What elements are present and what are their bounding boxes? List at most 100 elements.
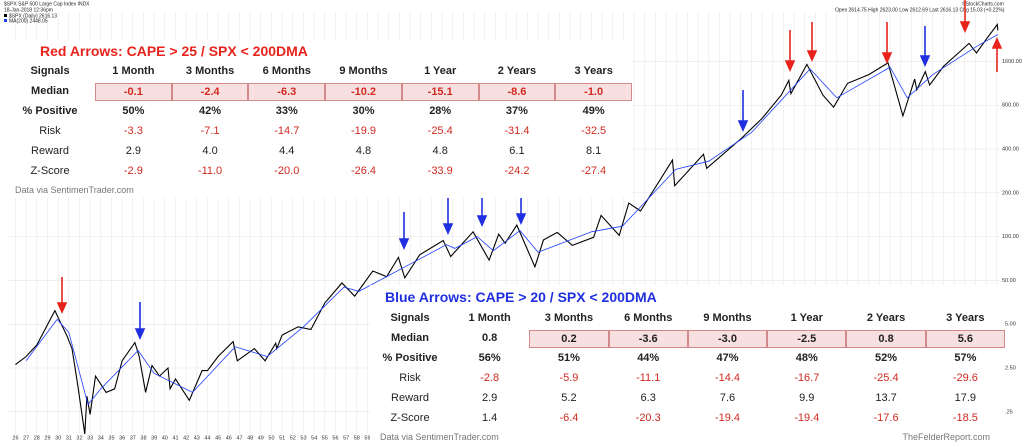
row-label: Z-Score xyxy=(390,412,430,424)
table-cell: 4.8 xyxy=(432,145,448,157)
table-cell: -14.7 xyxy=(274,125,300,137)
column-header: 2 Years xyxy=(497,65,537,77)
source-text: Data via SentimenTrader.com xyxy=(380,432,499,442)
x-tick-label: 33 xyxy=(87,435,93,441)
x-tick-label: 40 xyxy=(162,435,168,441)
table-cell: 2.9 xyxy=(481,392,498,404)
red-panel: Red Arrows: CAPE > 25 / SPX < 200DMA Sign… xyxy=(5,40,632,198)
table-cell: -25.4 xyxy=(427,125,453,137)
arrows xyxy=(56,0,1003,340)
table-cell: -19.4 xyxy=(794,412,820,424)
table-cell: 9.9 xyxy=(799,392,815,404)
table-cell: 0.8 xyxy=(481,332,498,344)
x-tick-label: 34 xyxy=(98,435,104,441)
column-header: 1 Year xyxy=(424,65,457,77)
table-cell: 1.4 xyxy=(481,412,498,424)
column-header: 6 Months xyxy=(624,312,673,324)
blue-panel: Blue Arrows: CAPE > 20 / SPX < 200DMA Sig… xyxy=(370,285,1005,445)
table-cell: 17.9 xyxy=(954,392,977,404)
x-tick-label: 41 xyxy=(172,435,178,441)
table-cell: -17.6 xyxy=(873,412,899,424)
panel-title: Red Arrows: CAPE > 25 / SPX < 200DMA xyxy=(40,43,308,59)
table-cell: -2.8 xyxy=(480,372,500,384)
source-text: Data via SentimenTrader.com xyxy=(15,185,134,195)
legend-swatch xyxy=(4,19,7,22)
table-cell: -18.5 xyxy=(952,412,978,424)
table-cell: 4.8 xyxy=(355,145,372,157)
y-tick-label: 1600.00 xyxy=(1002,59,1022,65)
table-cell: 0.2 xyxy=(529,330,609,348)
row-label: Reward xyxy=(31,145,69,157)
table-cell: -20.0 xyxy=(274,165,300,177)
y-tick-label: 800.00 xyxy=(1002,103,1019,109)
column-header: 1 Month xyxy=(468,312,511,324)
x-tick-label: 38 xyxy=(140,435,146,441)
x-tick-label: 27 xyxy=(23,435,29,441)
x-tick-label: 55 xyxy=(322,435,328,441)
table-cell: -10.2 xyxy=(325,83,402,101)
y-tick-label: 400.00 xyxy=(1002,146,1019,152)
column-header: 3 Years xyxy=(946,312,985,324)
table-cell: -8.6 xyxy=(478,83,556,101)
table-cell: -6.4 xyxy=(559,412,579,424)
column-header: 2 Years xyxy=(866,312,906,324)
table-cell: 44% xyxy=(637,352,660,364)
table-cell: 4.0 xyxy=(202,145,218,157)
table-cell: -15.1 xyxy=(401,83,479,101)
table-cell: -25.4 xyxy=(873,372,899,384)
symbol: $SPX S&P 500 Large Cap Index INDX xyxy=(4,1,90,7)
y-tick-label: 25.00 xyxy=(1002,322,1016,328)
table: Signals 1 Month 3 Months 6 Months 9 Months 1 … xyxy=(370,309,1005,429)
x-tick-label: 46 xyxy=(226,435,232,441)
x-tick-label: 26 xyxy=(12,435,18,441)
x-tick-label: 58 xyxy=(354,435,360,441)
table-cell: -6.3 xyxy=(248,83,326,101)
source-note: Data via SentimenTrader.com xyxy=(5,182,632,198)
x-tick-label: 42 xyxy=(183,435,189,441)
table-cell: -2.9 xyxy=(123,165,143,177)
x-tick-label: 45 xyxy=(215,435,221,441)
x-tick-label: 32 xyxy=(76,435,82,441)
table-cell: 13.7 xyxy=(875,392,897,404)
table-cell: 51% xyxy=(557,352,580,364)
x-tick-label: 51 xyxy=(279,435,285,441)
panel-title: Blue Arrows: CAPE > 20 / SPX < 200DMA xyxy=(385,289,657,305)
x-tick-label: 30 xyxy=(55,435,61,441)
series-line xyxy=(15,23,999,435)
x-tick-label: 56 xyxy=(332,435,338,441)
table-cell: -3.3 xyxy=(123,125,143,137)
table-cell: -20.3 xyxy=(635,412,661,424)
table-cell: -3.0 xyxy=(687,330,768,348)
x-tick-label: 53 xyxy=(300,435,306,441)
x-tick-label: 31 xyxy=(66,435,72,441)
table-cell: 57% xyxy=(954,352,977,364)
credit: TheFelderReport.com xyxy=(902,432,990,442)
table-cell: -26.4 xyxy=(350,165,377,177)
table-cell: -24.2 xyxy=(504,165,530,177)
table-cell: -31.4 xyxy=(504,125,530,137)
table-cell: -27.4 xyxy=(581,165,607,177)
table-cell: 2.9 xyxy=(125,145,141,157)
table-cell: 4.4 xyxy=(279,145,295,157)
x-tick-label: 57 xyxy=(343,435,349,441)
column-header: 9 Months xyxy=(339,65,388,77)
table-cell: 49% xyxy=(582,105,605,117)
date: 18-Jan-2018 12:36pm xyxy=(4,7,53,13)
table-cell: -0.1 xyxy=(95,83,172,101)
table-cell: 37% xyxy=(505,105,528,117)
x-tick-label: 39 xyxy=(151,435,157,441)
column-header: 1 Year xyxy=(790,312,823,324)
table-cell: -33.9 xyxy=(427,165,453,177)
table-cell: 48% xyxy=(795,352,818,364)
table-cell: -11.1 xyxy=(636,372,661,384)
table-cell: -19.9 xyxy=(350,125,377,137)
table-cell: -16.7 xyxy=(794,372,820,384)
y-tick-label: 100.00 xyxy=(1002,234,1019,240)
y-tick-label: 6.25 xyxy=(1002,409,1013,415)
table-cell: 6.1 xyxy=(509,145,525,157)
table-cell: 47% xyxy=(716,352,739,364)
table-cell: -1.0 xyxy=(555,83,632,101)
table-cell: 30% xyxy=(352,105,375,117)
row-label: Z-Score xyxy=(30,165,70,177)
